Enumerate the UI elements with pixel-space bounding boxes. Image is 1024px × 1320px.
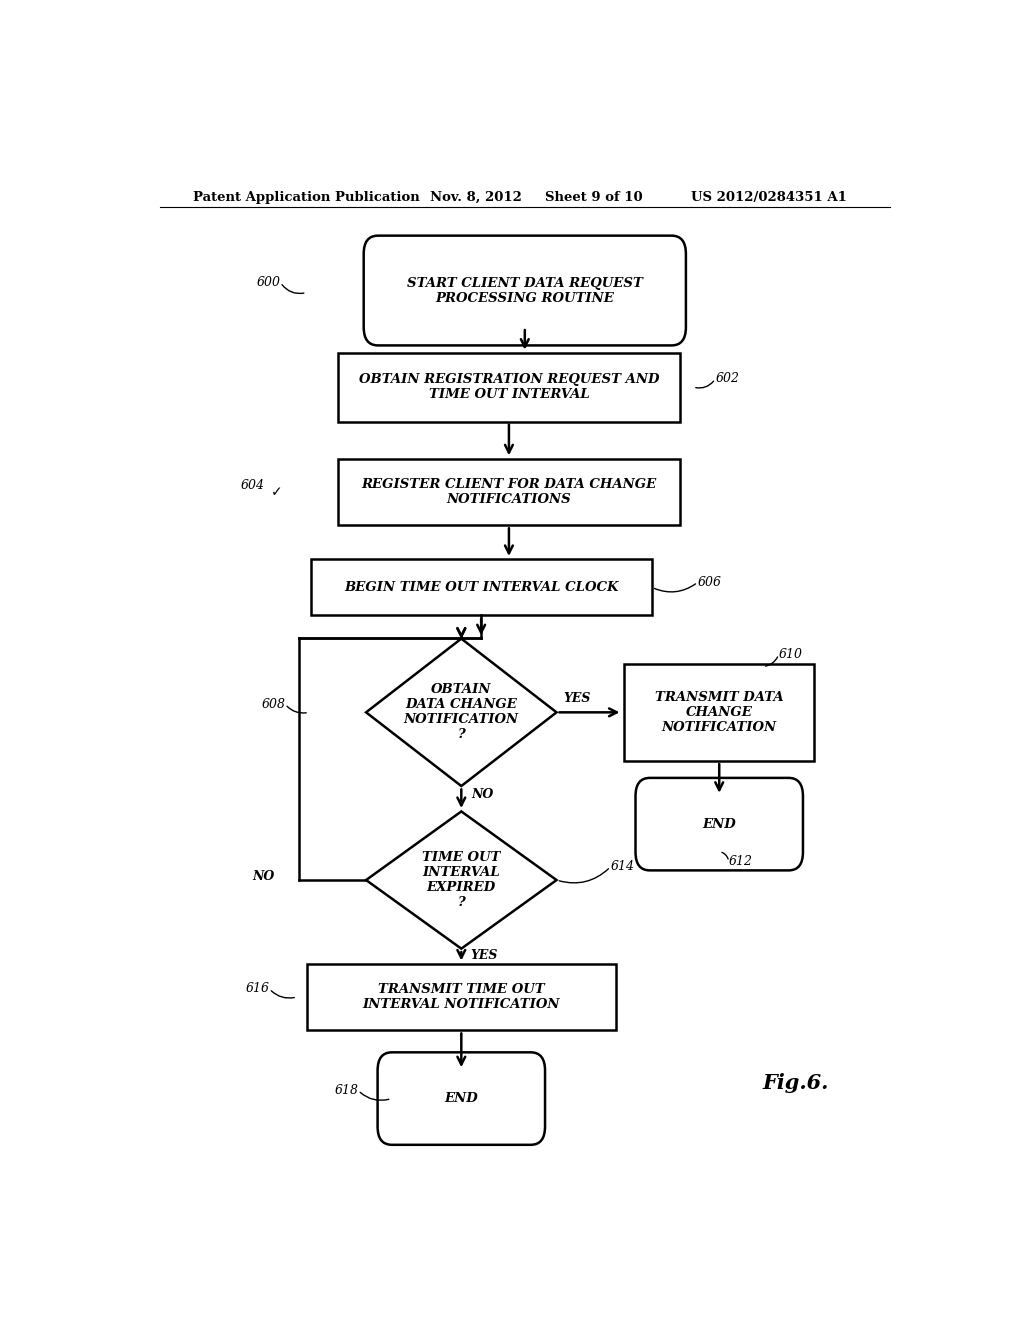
Text: ✓: ✓ [270, 484, 283, 499]
Text: Sheet 9 of 10: Sheet 9 of 10 [545, 190, 642, 203]
FancyBboxPatch shape [378, 1052, 545, 1144]
Text: TRANSMIT DATA
CHANGE
NOTIFICATION: TRANSMIT DATA CHANGE NOTIFICATION [655, 690, 783, 734]
Text: 600: 600 [256, 276, 281, 289]
Text: START CLIENT DATA REQUEST
PROCESSING ROUTINE: START CLIENT DATA REQUEST PROCESSING ROU… [407, 276, 643, 305]
Text: 604: 604 [241, 479, 264, 492]
Polygon shape [367, 639, 557, 785]
Text: 608: 608 [261, 698, 285, 710]
Text: 616: 616 [246, 982, 269, 995]
Text: Patent Application Publication: Patent Application Publication [194, 190, 420, 203]
Bar [338, 459, 680, 525]
Polygon shape [367, 812, 557, 949]
Text: NO: NO [253, 870, 274, 883]
FancyBboxPatch shape [364, 236, 686, 346]
Bar [338, 352, 680, 421]
Bar [624, 664, 814, 760]
Text: YES: YES [471, 949, 499, 962]
Text: Nov. 8, 2012: Nov. 8, 2012 [430, 190, 521, 203]
FancyBboxPatch shape [636, 777, 803, 870]
Text: END: END [702, 817, 736, 830]
Text: OBTAIN
DATA CHANGE
NOTIFICATION
?: OBTAIN DATA CHANGE NOTIFICATION ? [403, 684, 519, 742]
Text: Fig.6.: Fig.6. [763, 1073, 829, 1093]
Text: YES: YES [563, 692, 590, 705]
Text: 602: 602 [715, 372, 739, 385]
Text: OBTAIN REGISTRATION REQUEST AND
TIME OUT INTERVAL: OBTAIN REGISTRATION REQUEST AND TIME OUT… [358, 374, 659, 401]
Text: END: END [444, 1092, 478, 1105]
Text: NO: NO [471, 788, 494, 801]
Bar [306, 964, 616, 1030]
Text: US 2012/0284351 A1: US 2012/0284351 A1 [691, 190, 847, 203]
Text: 612: 612 [729, 855, 753, 869]
Text: 614: 614 [610, 861, 635, 874]
Text: REGISTER CLIENT FOR DATA CHANGE
NOTIFICATIONS: REGISTER CLIENT FOR DATA CHANGE NOTIFICA… [361, 478, 656, 506]
Text: TRANSMIT TIME OUT
INTERVAL NOTIFICATION: TRANSMIT TIME OUT INTERVAL NOTIFICATION [362, 983, 560, 1011]
Bar [310, 560, 652, 615]
Text: BEGIN TIME OUT INTERVAL CLOCK: BEGIN TIME OUT INTERVAL CLOCK [344, 581, 618, 594]
Text: 606: 606 [697, 576, 722, 589]
Text: TIME OUT
INTERVAL
EXPIRED
?: TIME OUT INTERVAL EXPIRED ? [422, 851, 501, 909]
Text: 618: 618 [334, 1084, 358, 1097]
Text: 610: 610 [778, 648, 803, 661]
